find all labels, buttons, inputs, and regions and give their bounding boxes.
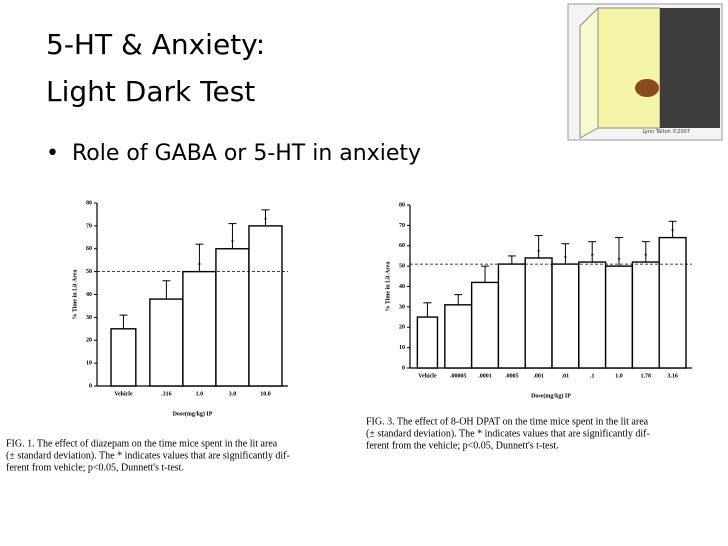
x-tick-label: 1.0 [196,391,204,397]
y-tick-label: 0 [402,365,405,371]
y-tick-label: 60 [399,243,405,249]
x-tick-label: 3.0 [229,391,237,397]
x-tick-label: 10.0 [260,391,271,397]
significance-marker: * [264,217,267,223]
bar [497,263,526,369]
dark-side [660,8,720,128]
caption-line: ferent from vehicle; p<0.05, Dunnett's t… [6,462,184,473]
bar [524,257,553,369]
bar [110,328,137,387]
y-tick-label: 10 [86,361,92,367]
bar [248,225,283,387]
x-axis-label: Dose(mg/kg) IP [173,410,213,417]
x-tick-label: Vehicle [418,373,437,379]
caption-line: (± standard deviation). The * indicates … [366,428,650,439]
x-tick-label: .0001 [478,373,492,379]
bar [149,298,184,387]
y-tick-label: 20 [86,338,92,344]
caption-line: FIG. 3. The effect of 8-OH DPAT on the t… [366,416,649,427]
slide-title-2: Light Dark Test [46,75,255,108]
bar [182,270,217,387]
y-tick-label: 60 [86,246,92,252]
x-tick-label: .01 [562,373,570,379]
y-tick-label: 50 [399,264,405,270]
y-tick-label: 30 [399,304,405,310]
light-dark-box: Lynn Talton ©2007 [567,3,723,141]
x-tick-label: 3.16 [667,373,678,379]
x-tick-label: .1 [590,373,595,379]
significance-marker: * [198,263,201,269]
bar [578,261,607,369]
significance-marker: * [537,249,540,255]
y-tick-label: 80 [399,202,405,208]
x-tick-label: .0005 [505,373,519,379]
significance-marker: * [618,258,621,264]
x-tick-label: .00005 [450,373,467,379]
significance-marker: * [644,253,647,259]
significance-marker: * [591,253,594,259]
y-tick-label: 70 [399,223,405,229]
x-tick-label: .001 [533,373,544,379]
box-wall [579,6,599,139]
x-tick-label: Vehicle [114,391,133,397]
light-side [597,7,661,129]
significance-marker: * [231,240,234,246]
x-tick-label: 1.0 [615,373,623,379]
bullet-text: Role of GABA or 5-HT in anxiety [72,141,421,166]
bar [470,281,500,369]
x-tick-label: .316 [161,391,172,397]
mouse [635,79,659,97]
bullet-dot: • [46,141,59,166]
y-tick-label: 40 [399,284,405,290]
y-tick-label: 40 [86,292,92,298]
bar [416,316,439,369]
charts: 0 10 20 30 40 50 60 70 80 % Time in Lit Area Dose(… [6,200,692,473]
y-tick-label: 80 [86,200,92,206]
bar [551,263,580,369]
bar [215,248,250,387]
bar [604,265,634,369]
caption-line: ferent from the vehicle; p<0.05, Dunnett… [366,440,559,451]
y-tick-label: 0 [89,383,92,389]
bar [444,304,473,369]
bar [631,261,660,369]
caption-line: (± standard deviation). The * indicates … [6,450,290,461]
image-credit: Lynn Talton ©2007 [643,128,690,135]
y-tick-label: 30 [86,315,92,321]
y-tick-label: 20 [399,325,405,331]
x-axis-label: Dose(mg/kg) IP [531,392,571,399]
caption-line: FIG. 1. The effect of diazepam on the ti… [6,438,278,449]
bar [658,236,687,369]
y-axis-label: % Time in Lit Area [72,269,78,319]
y-tick-label: 10 [399,345,405,351]
y-tick-label: 70 [86,223,92,229]
significance-marker: * [671,229,674,235]
y-tick-label: 50 [86,269,92,275]
significance-marker: * [564,255,567,261]
y-axis-label: % Time in Lit Area [385,261,391,311]
slide-title-1: 5-HT & Anxiety: [46,28,265,61]
x-tick-label: 1.78 [641,373,652,379]
